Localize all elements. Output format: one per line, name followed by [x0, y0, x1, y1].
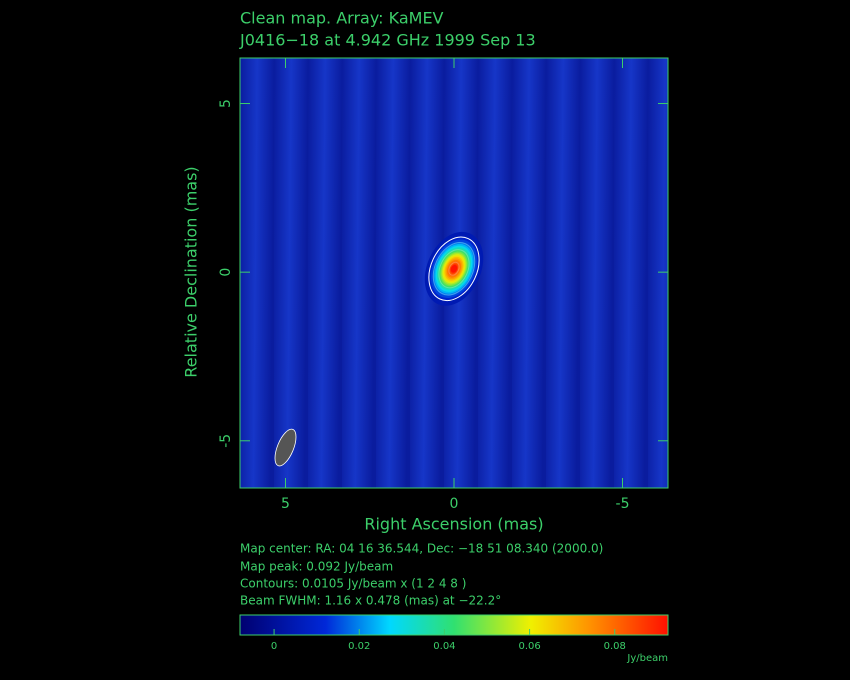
- y-tick-label: 5: [218, 99, 234, 108]
- contour: [432, 242, 476, 296]
- info-line: Beam FWHM: 1.16 x 0.478 (mas) at −22.2°: [240, 594, 501, 608]
- info-line: Map center: RA: 04 16 36.544, Dec: −18 5…: [240, 542, 603, 556]
- colorbar-label: Jy/beam: [626, 653, 668, 664]
- x-axis-label: Right Ascension (mas): [364, 515, 543, 534]
- x-tick-label: 5: [281, 496, 290, 512]
- colorbar-tick-label: 0: [271, 641, 277, 652]
- chart-subtitle: J0416−18 at 4.942 GHz 1999 Sep 13: [239, 31, 536, 50]
- beam: [274, 428, 297, 467]
- contour: [428, 236, 480, 302]
- colorbar-tick-label: 0.02: [348, 641, 370, 652]
- map-layer: [274, 231, 484, 467]
- chart-title: Clean map. Array: KaMEV: [240, 9, 444, 28]
- y-tick-label: -5: [218, 434, 234, 448]
- colorbar-tick-label: 0.04: [433, 641, 455, 652]
- colorbar: [239, 614, 669, 636]
- colorbar-tick-label: 0.06: [518, 641, 540, 652]
- x-tick-label: -5: [616, 496, 630, 512]
- info-line: Contours: 0.0105 Jy/beam x (1 2 4 8 ): [240, 577, 466, 591]
- y-tick-label: 0: [218, 268, 234, 277]
- contour: [438, 249, 470, 289]
- x-tick-label: 0: [450, 496, 459, 512]
- contour: [448, 261, 460, 276]
- y-axis-label: Relative Declination (mas): [182, 166, 201, 377]
- source-peak: [450, 264, 458, 273]
- info-line: Map peak: 0.092 Jy/beam: [240, 560, 393, 574]
- colorbar-tick-label: 0.08: [604, 641, 626, 652]
